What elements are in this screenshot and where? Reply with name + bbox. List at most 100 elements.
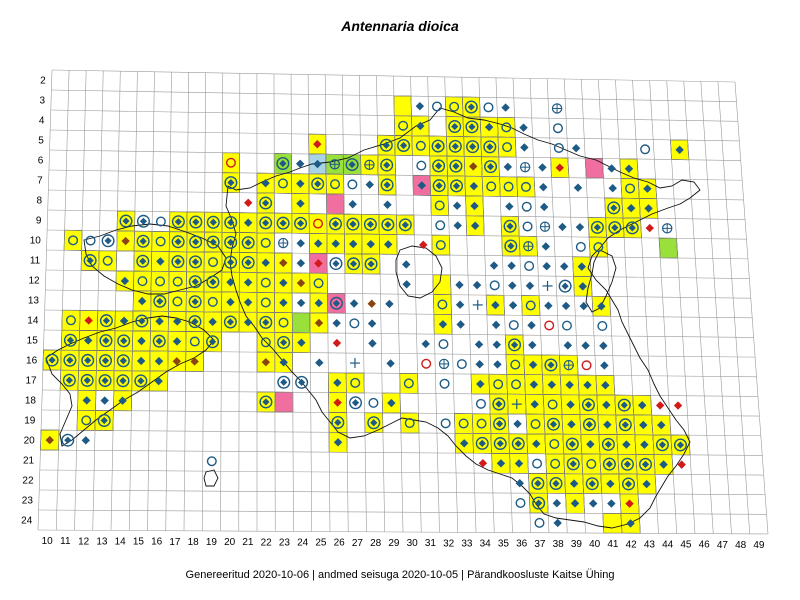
marker-diamond: [639, 420, 648, 430]
red-diamond-icon: [332, 338, 342, 348]
diamond-icon: [607, 499, 616, 508]
cell-yellow: [203, 251, 223, 273]
marker-diamond: [530, 400, 539, 409]
grid-line-horizontal: [51, 89, 737, 102]
grid-line-vertical: [359, 75, 367, 532]
column-label: 30: [407, 538, 419, 549]
row-label: 17: [25, 376, 37, 387]
grid-line-vertical: [512, 78, 532, 533]
marker-diamond: [100, 396, 109, 405]
column-label: 13: [96, 536, 108, 547]
marker-ring-diamond: [135, 314, 149, 328]
marker-diamond: [505, 202, 514, 211]
ring-icon: [380, 158, 394, 172]
diamond-icon: [468, 123, 476, 131]
cell-yellow: [499, 176, 518, 198]
marker-ring-diamond: [101, 234, 115, 248]
ring-icon: [171, 255, 185, 269]
circle-icon: [515, 497, 526, 508]
circle-icon: [501, 122, 512, 133]
ring-icon: [639, 457, 653, 471]
marker-circle: [277, 178, 288, 189]
ring-icon: [171, 215, 185, 229]
ring-icon: [549, 476, 563, 490]
grid-line-vertical: [128, 71, 138, 531]
brown-diamond-icon: [190, 357, 199, 366]
ring-icon: [380, 178, 394, 192]
marker-circle: [510, 359, 521, 370]
grid-line-horizontal: [48, 169, 743, 181]
row-label: 12: [28, 276, 40, 287]
ring-icon: [171, 235, 185, 249]
cell-pink: [584, 157, 604, 179]
marker-ring-diamond: [117, 334, 131, 348]
circle-icon: [456, 359, 467, 370]
marker-brown-diamond: [121, 236, 130, 246]
circle-icon: [489, 280, 500, 291]
grid-line-vertical: [307, 74, 313, 532]
column-label: 14: [115, 536, 127, 547]
brown-diamond-icon: [45, 435, 54, 445]
marker-diamond: [491, 300, 500, 310]
ring-icon: [544, 358, 558, 372]
marker-diamond: [570, 499, 580, 508]
marker-diamond: [137, 296, 147, 306]
diamond-icon: [296, 179, 305, 188]
diamond-icon: [611, 224, 619, 232]
diamond-icon: [675, 145, 684, 155]
diamond-icon: [332, 318, 341, 328]
marker-diamond: [173, 317, 182, 326]
row-label: 21: [23, 456, 35, 467]
diamond-icon: [538, 163, 547, 172]
marker-ring-diamond: [99, 314, 113, 328]
diamond-icon: [120, 276, 130, 286]
diamond-icon: [571, 144, 581, 153]
marker-ring-diamond: [380, 158, 394, 172]
ring-icon: [566, 457, 580, 471]
ring-icon: [655, 438, 669, 452]
marker-circle: [521, 201, 532, 212]
circle-icon: [68, 235, 79, 246]
grid-line-vertical: [110, 71, 121, 531]
diamond-icon: [298, 378, 306, 386]
marker-circle: [313, 278, 324, 289]
marker-diamond: [493, 360, 502, 369]
marker-diamond: [81, 436, 90, 445]
diamond-icon: [191, 318, 199, 326]
diamond-icon: [417, 181, 427, 190]
grid-line-vertical: [581, 79, 605, 534]
ring-icon: [83, 254, 97, 268]
cell-yellow: [471, 413, 492, 434]
marker-diamond: [560, 262, 569, 271]
column-label: 29: [388, 538, 400, 549]
marker-diamond: [402, 260, 411, 269]
ring-icon: [311, 177, 325, 191]
diamond-icon: [261, 258, 270, 267]
grid-line-horizontal: [39, 469, 764, 476]
ring-icon: [464, 100, 478, 114]
grid-line-horizontal: [41, 409, 760, 417]
marker-red-diamond: [313, 139, 322, 149]
marker-brown-diamond: [367, 299, 376, 308]
marker-diamond: [565, 380, 574, 390]
column-label: 46: [699, 540, 711, 551]
marker-circle: [347, 179, 358, 190]
cell-yellow: [544, 433, 565, 455]
marker-circle: [597, 321, 608, 332]
cell-yellow: [620, 178, 640, 199]
marker-diamond: [571, 144, 581, 153]
cell-yellow: [256, 232, 275, 254]
diamond-icon: [383, 200, 392, 209]
cell-yellow: [545, 453, 565, 475]
marker-ring-diamond: [450, 179, 464, 193]
column-label: 10: [42, 536, 54, 547]
ring-icon: [607, 201, 621, 215]
marker-circle: [493, 379, 504, 390]
diamond-icon: [607, 164, 616, 173]
column-label: 16: [151, 537, 163, 548]
circle-icon: [260, 337, 271, 348]
marker-diamond: [402, 280, 411, 289]
diamond-icon: [156, 297, 164, 305]
diamond-icon: [314, 298, 323, 308]
ring-icon: [188, 315, 202, 329]
